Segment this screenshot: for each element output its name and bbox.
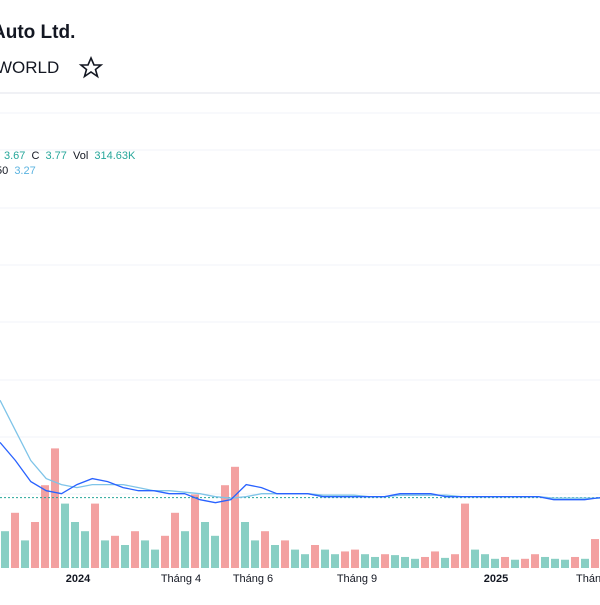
volume-bar	[401, 556, 409, 568]
volume-bar	[191, 494, 199, 568]
volume-bar	[391, 555, 399, 568]
x-tick-label: Tháng 4	[161, 573, 201, 585]
volume-bar	[271, 545, 279, 568]
symbol-title: Auto Ltd.	[0, 22, 75, 43]
favorite-star[interactable]	[78, 55, 104, 79]
x-tick-label: Tháng	[576, 573, 600, 585]
volume-bar	[581, 558, 589, 568]
volume-bar	[141, 540, 149, 568]
ohlc-legend: 3.67 C 3.77 Vol 314.63K	[4, 150, 136, 162]
volume-bar	[321, 549, 329, 568]
volume-bar	[371, 556, 379, 568]
volume-bar	[311, 545, 319, 568]
volume-bar	[491, 558, 499, 568]
volume-bar	[571, 556, 579, 568]
volume-bar	[421, 556, 429, 568]
volume-bar	[381, 554, 389, 568]
volume-bar	[561, 559, 569, 568]
x-tick-label: 2024	[66, 573, 91, 585]
volume-bar	[241, 522, 249, 568]
volume-bar	[431, 551, 439, 568]
price-line	[0, 441, 600, 504]
volume-bar	[51, 448, 59, 568]
volume-bar	[261, 531, 269, 568]
volume-bar	[101, 540, 109, 568]
volume-bar	[461, 503, 469, 568]
volume-bar	[481, 554, 489, 568]
volume-bar	[91, 503, 99, 568]
volume-bar	[341, 551, 349, 568]
volume-bar	[331, 554, 339, 568]
volume-bar	[171, 512, 179, 568]
x-tick-label: Tháng 6	[233, 573, 273, 585]
exchange: WORLD	[0, 58, 59, 77]
volume-bar	[281, 540, 289, 568]
volume-bar	[351, 549, 359, 568]
volume-bar	[31, 522, 39, 568]
close-label: C	[31, 150, 39, 162]
ma-label: 50	[0, 165, 8, 177]
x-tick-label: Tháng 9	[337, 573, 377, 585]
volume-bar	[221, 485, 229, 568]
volume-bar	[61, 503, 69, 568]
volume-bar	[411, 558, 419, 568]
volume-bar	[451, 554, 459, 568]
volume-bar	[121, 545, 129, 568]
volume-bar	[531, 554, 539, 568]
volume-bar	[591, 539, 599, 568]
vol-value: 314.63K	[94, 150, 136, 162]
volume-bar	[21, 540, 29, 568]
open-value: 3.67	[4, 150, 25, 162]
volume-bar	[201, 522, 209, 568]
volume-bar	[181, 531, 189, 568]
volume-bar	[291, 549, 299, 568]
volume-bar	[151, 549, 159, 568]
volume-bar	[71, 522, 79, 568]
volume-bar	[541, 556, 549, 568]
volume-bar	[131, 531, 139, 568]
vol-label: Vol	[73, 150, 88, 162]
volume-bar	[511, 559, 519, 568]
volume-bar	[211, 535, 219, 568]
volume-bar	[161, 535, 169, 568]
x-tick-label: 2025	[484, 573, 508, 585]
volume-bar	[1, 531, 9, 568]
volume-bar	[41, 485, 49, 568]
volume-bar	[441, 557, 449, 568]
volume-bar	[551, 558, 559, 568]
volume-bar	[111, 535, 119, 568]
ma-legend: 50 3.27	[0, 165, 36, 177]
close-value: 3.77	[46, 150, 67, 162]
volume-bar	[11, 512, 19, 568]
volume-bar	[471, 549, 479, 568]
volume-bar	[501, 556, 509, 568]
volume-bar	[521, 558, 529, 568]
volume-bar	[81, 531, 89, 568]
ma-line	[0, 399, 600, 499]
volume-bar	[231, 466, 239, 568]
ma-value: 3.27	[14, 165, 35, 177]
volume-bar	[301, 554, 309, 568]
volume-bar	[361, 554, 369, 568]
volume-bar	[251, 540, 259, 568]
